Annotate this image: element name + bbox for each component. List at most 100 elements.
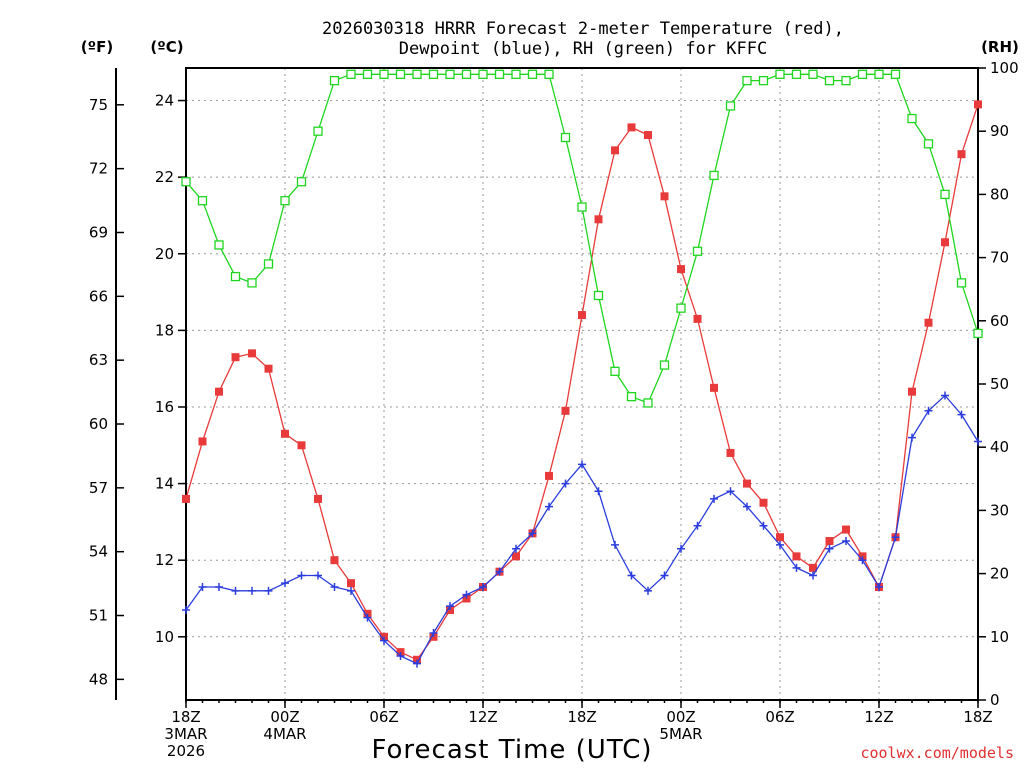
rh-tick-label: 40 xyxy=(990,438,1009,456)
rh-tick-label: 100 xyxy=(990,59,1019,77)
fahrenheit-unit-label: (ºF) xyxy=(81,38,113,56)
dewpoint-point xyxy=(644,586,652,595)
dewpoint-point xyxy=(594,487,603,496)
dewpoint-point xyxy=(776,540,784,549)
dewpoint-point xyxy=(743,502,751,511)
dewpoint-point xyxy=(314,571,322,580)
celsius-tick-label: 24 xyxy=(155,92,174,110)
rh-series xyxy=(181,69,983,408)
celsius-unit-label: (ºC) xyxy=(150,38,183,56)
celsius-tick-label: 14 xyxy=(155,475,174,493)
rh-tick-label: 90 xyxy=(990,122,1009,140)
rh-point xyxy=(758,75,769,86)
rh-point xyxy=(956,278,967,288)
rh-point xyxy=(527,69,538,79)
rh-point xyxy=(659,360,670,370)
dewpoint-point xyxy=(545,502,553,511)
dewpoint-point xyxy=(759,521,768,530)
dewpoint-point xyxy=(479,583,487,592)
rh-point xyxy=(412,69,422,79)
rh-unit-label: (RH) xyxy=(981,38,1019,56)
temperature-point xyxy=(182,494,190,503)
celsius-tick-label: 18 xyxy=(155,321,174,339)
rh-point xyxy=(329,75,340,86)
temperature-point xyxy=(578,311,586,320)
rh-point xyxy=(263,259,274,269)
dewpoint-point xyxy=(182,605,190,614)
dewpoint-series xyxy=(182,391,982,668)
dewpoint-point xyxy=(380,636,388,645)
temperature-point xyxy=(776,533,784,542)
temperature-line xyxy=(185,104,979,661)
rh-point xyxy=(197,196,208,206)
dewpoint-point xyxy=(281,579,289,588)
rh-point xyxy=(379,69,389,79)
temperature-point xyxy=(248,349,256,358)
data-series xyxy=(181,69,983,668)
rh-point xyxy=(791,69,802,79)
rh-point xyxy=(511,69,521,79)
rh-point xyxy=(494,69,505,79)
x-tick-label: 00Z xyxy=(270,708,299,726)
temperature-point xyxy=(957,150,966,159)
fahrenheit-tick-label: 57 xyxy=(89,479,108,497)
dewpoint-point xyxy=(974,437,982,446)
temperature-point xyxy=(677,265,685,274)
x-tick-label: 5MAR xyxy=(659,725,702,743)
dewpoint-point xyxy=(842,537,850,546)
rh-tick-label: 70 xyxy=(990,249,1009,267)
dewpoint-point xyxy=(957,410,966,419)
x-axis-label: Forecast Time (UTC) xyxy=(371,735,652,765)
rh-tick-label: 0 xyxy=(990,691,1000,709)
rh-point xyxy=(461,69,472,79)
rh-point xyxy=(610,366,620,377)
dewpoint-point xyxy=(330,583,339,592)
x-tick-label: 3MAR xyxy=(164,725,207,743)
rh-point xyxy=(725,101,736,111)
fahrenheit-tick-label: 66 xyxy=(89,287,108,305)
temperature-point xyxy=(792,552,801,561)
axes: 48 51 54 57 60 63 66 69 72 75 10 12 14 16 18 20 22 24 0 10 2… xyxy=(89,59,1019,760)
temperature-point xyxy=(281,429,289,438)
temperature-point xyxy=(644,131,652,140)
x-tick-label: 06Z xyxy=(369,708,398,726)
dewpoint-point xyxy=(215,583,223,592)
rh-tick-label: 80 xyxy=(990,185,1009,203)
dewpoint-point xyxy=(396,651,405,660)
rh-point xyxy=(940,189,950,200)
celsius-tick-label: 10 xyxy=(155,628,174,646)
rh-point xyxy=(577,202,587,212)
temperature-point xyxy=(660,192,669,201)
fahrenheit-tick-label: 54 xyxy=(89,543,108,561)
temperature-point xyxy=(908,387,916,396)
fahrenheit-tick-label: 60 xyxy=(89,415,108,433)
x-tick-label: 18Z xyxy=(567,708,596,726)
rh-point xyxy=(428,69,439,79)
rh-point xyxy=(643,398,653,408)
grid-lines xyxy=(186,68,978,700)
dewpoint-point xyxy=(363,613,372,622)
x-tick-label: 18Z xyxy=(171,708,200,726)
dewpoint-point xyxy=(347,586,355,595)
temperature-point xyxy=(330,556,339,565)
celsius-tick-label: 20 xyxy=(155,245,174,263)
dewpoint-point xyxy=(231,586,240,595)
x-tick-label: 12Z xyxy=(864,708,893,726)
dewpoint-point xyxy=(578,460,586,469)
dewpoint-point xyxy=(825,544,834,553)
temperature-point xyxy=(809,563,817,572)
dewpoint-point xyxy=(528,529,537,538)
chart-title-line1: 2026030318 HRRR Forecast 2-meter Tempera… xyxy=(322,19,844,39)
rh-point xyxy=(923,139,934,149)
dewpoint-point xyxy=(198,583,207,592)
dewpoint-point xyxy=(561,479,570,488)
dewpoint-point xyxy=(264,586,273,595)
rh-point xyxy=(742,75,752,86)
dewpoint-point xyxy=(660,571,669,580)
dewpoint-point xyxy=(726,487,735,496)
rh-point xyxy=(362,69,373,79)
rh-point xyxy=(280,196,290,206)
temperature-point xyxy=(611,146,619,155)
x-tick-label: 12Z xyxy=(468,708,497,726)
